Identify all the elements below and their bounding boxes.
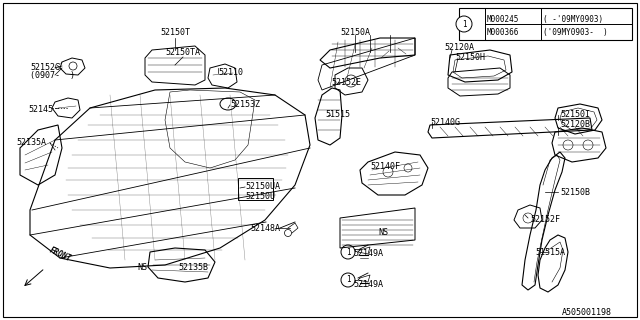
Text: 52145: 52145 xyxy=(28,105,53,114)
Text: 52150A: 52150A xyxy=(340,28,370,37)
Text: 52152E: 52152E xyxy=(331,78,361,87)
Text: ('09MY0903-  ): ('09MY0903- ) xyxy=(543,28,608,37)
Text: 1: 1 xyxy=(461,20,467,28)
Text: 52150UA: 52150UA xyxy=(245,182,280,191)
Text: 52153Z: 52153Z xyxy=(230,100,260,109)
Text: 51515: 51515 xyxy=(325,110,350,119)
Text: 52149A: 52149A xyxy=(353,280,383,289)
Text: NS: NS xyxy=(378,228,388,237)
Bar xyxy=(459,8,632,40)
Text: 52149A: 52149A xyxy=(353,249,383,258)
Text: 52110: 52110 xyxy=(218,68,243,77)
Text: NS: NS xyxy=(137,263,147,272)
Text: FRONT: FRONT xyxy=(48,246,73,264)
Text: ( -'09MY0903): ( -'09MY0903) xyxy=(543,15,603,24)
Text: 1: 1 xyxy=(346,247,350,257)
Text: 52148A: 52148A xyxy=(250,224,280,233)
Text: M000245: M000245 xyxy=(487,15,520,24)
Text: 52152G: 52152G xyxy=(30,63,60,72)
Text: 52140F: 52140F xyxy=(370,162,400,171)
Text: A505001198: A505001198 xyxy=(562,308,612,317)
Text: 52135A: 52135A xyxy=(16,138,46,147)
Text: 52120A: 52120A xyxy=(444,43,474,52)
Text: 52150TA: 52150TA xyxy=(166,48,200,57)
Text: 52152F: 52152F xyxy=(530,215,560,224)
Text: 51515A: 51515A xyxy=(535,248,565,257)
Text: 52120B: 52120B xyxy=(560,120,590,129)
Text: 52150H: 52150H xyxy=(455,53,485,62)
Text: 52150U: 52150U xyxy=(245,192,275,201)
Bar xyxy=(238,178,273,200)
Text: (0907-  ): (0907- ) xyxy=(30,71,75,80)
Text: 52150I: 52150I xyxy=(560,110,590,119)
Text: 52150T: 52150T xyxy=(160,28,190,37)
Text: 1: 1 xyxy=(346,276,350,284)
Circle shape xyxy=(456,16,472,32)
Text: M000366: M000366 xyxy=(487,28,520,37)
Text: 52135B: 52135B xyxy=(178,263,208,272)
Text: 52140G: 52140G xyxy=(430,118,460,127)
Text: 52150B: 52150B xyxy=(560,188,590,197)
